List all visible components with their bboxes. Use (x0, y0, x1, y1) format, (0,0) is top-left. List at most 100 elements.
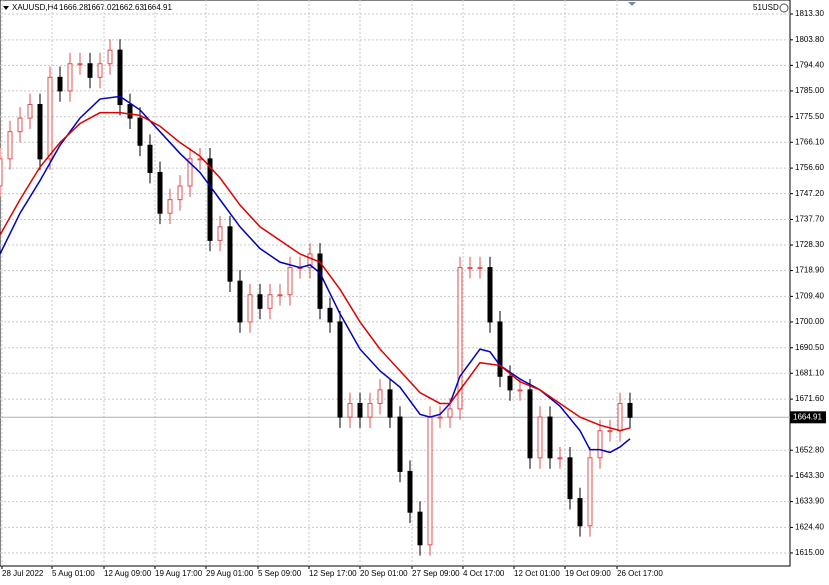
candle-body (307, 253, 313, 269)
candle-body (507, 375, 513, 391)
candle-body (627, 402, 633, 418)
candle-body (247, 294, 253, 323)
candle-body (617, 402, 623, 432)
candle-body (527, 389, 533, 459)
y-tick-label: 1747.20 (795, 189, 824, 198)
candle-body (487, 267, 493, 323)
candle-body (97, 63, 103, 78)
moving-average (0, 95, 631, 454)
plot-frame (0, 0, 791, 567)
candle-body (577, 498, 583, 527)
x-tick-label: 26 Oct 17:00 (617, 569, 663, 578)
candle-body (287, 267, 293, 296)
ohlc-low: 1662.63 (115, 3, 144, 12)
candle-body (137, 117, 143, 146)
candle-body (257, 294, 263, 309)
close-icon[interactable] (779, 3, 789, 13)
header-arrow (3, 6, 9, 10)
candle-body (397, 416, 403, 472)
candle-body (557, 457, 563, 460)
x-tick-label: 12 Aug 09:00 (104, 569, 152, 578)
candle-body (437, 416, 443, 419)
candle-body (227, 226, 233, 282)
candle-body (67, 63, 73, 92)
y-tick-label: 1728.30 (795, 240, 824, 249)
candle-body (347, 402, 353, 418)
candle-body (197, 158, 203, 161)
candle-body (477, 267, 483, 270)
x-tick-label: 28 Jul 2022 (2, 569, 44, 578)
moving-average (0, 111, 631, 432)
x-tick-label: 29 Aug 01:00 (206, 569, 254, 578)
candle-body (337, 321, 343, 418)
y-tick-label: 1615.00 (795, 548, 824, 557)
ohlc-open: 1666.28 (59, 3, 88, 12)
candle-body (57, 76, 63, 92)
y-tick-label: 1803.80 (795, 35, 824, 44)
candle-body (277, 294, 283, 297)
x-tick-label: 27 Sep 09:00 (412, 569, 460, 578)
candle-body (7, 131, 13, 160)
candle-body (267, 294, 273, 309)
y-tick-label: 1709.40 (795, 291, 824, 300)
candle-body (407, 470, 413, 513)
y-tick-label: 1718.90 (795, 266, 824, 275)
candle-body (317, 253, 323, 309)
candle-body (77, 63, 83, 66)
candle-body (517, 389, 523, 392)
candle-body (387, 389, 393, 418)
candle-body (597, 430, 603, 459)
x-tick-label: 20 Sep 01:00 (360, 569, 408, 578)
ohlc-close: 1664.91 (143, 3, 172, 12)
candle-body (587, 457, 593, 527)
shift-marker (628, 2, 636, 6)
ohlc-high: 1667.02 (87, 3, 116, 12)
candle-body (187, 158, 193, 187)
candle-body (467, 267, 473, 270)
candle-body (327, 307, 333, 323)
candle-body (117, 49, 123, 106)
chart-header: XAUUSD,H4 1666.28 1667.02 1662.63 1664.9… (3, 3, 172, 12)
candle-body (107, 49, 113, 65)
candle-body (567, 457, 573, 500)
candle-body (177, 185, 183, 201)
y-tick-label: 1756.60 (795, 163, 824, 172)
symbol: XAUUSD,H4 (12, 3, 58, 12)
y-tick-label: 1690.50 (795, 343, 824, 352)
candle-body (537, 416, 543, 459)
candle-body (217, 226, 223, 241)
candle-body (207, 158, 213, 241)
candle-body (497, 321, 503, 377)
y-tick-label: 1813.30 (795, 9, 824, 18)
x-tick-label: 5 Sep 09:00 (258, 569, 302, 578)
current-price-box (790, 411, 826, 424)
candle-body (377, 389, 383, 404)
candle-body (17, 117, 23, 133)
y-tick-label: 1633.90 (795, 497, 824, 506)
x-tick-label: 4 Oct 17:00 (463, 569, 505, 578)
candle-body (27, 104, 33, 119)
x-tick-label: 19 Oct 09:00 (565, 569, 611, 578)
candle-body (447, 408, 453, 418)
x-tick-label: 5 Aug 01:00 (52, 569, 95, 578)
y-tick-label: 1700.00 (795, 317, 824, 326)
y-tick-label: 1766.10 (795, 137, 824, 146)
candle-body (457, 267, 463, 410)
candle-body (237, 280, 243, 323)
candle-body (47, 76, 53, 160)
y-tick-label: 1785.00 (795, 86, 824, 95)
candle-body (417, 511, 423, 546)
candle-body (367, 402, 373, 418)
x-tick-label: 12 Oct 01:00 (514, 569, 560, 578)
y-tick-label: 1624.40 (795, 523, 824, 532)
candle-body (167, 199, 173, 214)
x-tick-label: 19 Aug 17:00 (155, 569, 203, 578)
candle-body (147, 144, 153, 173)
y-tick-label: 1794.40 (795, 60, 824, 69)
candle-body (357, 402, 363, 418)
y-tick-label: 1681.10 (795, 368, 824, 377)
candle-body (37, 104, 43, 160)
y-tick-label: 1671.60 (795, 394, 824, 403)
y-tick-label: 1652.80 (795, 445, 824, 454)
